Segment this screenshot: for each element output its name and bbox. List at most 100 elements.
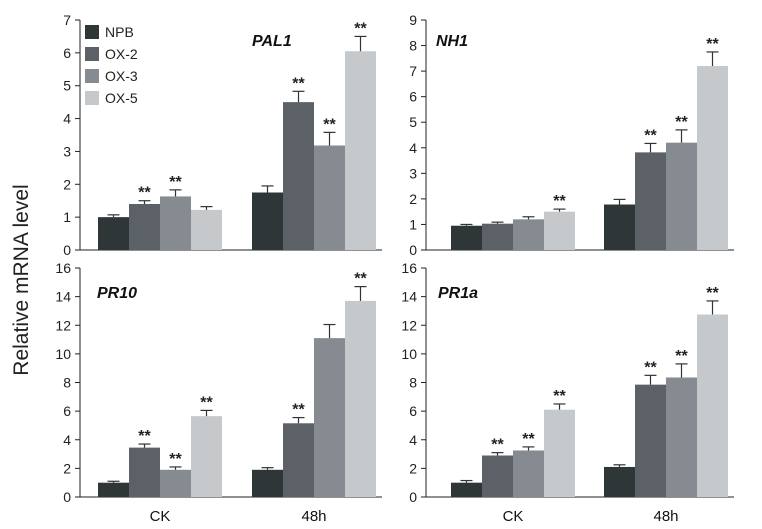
bar-ox-3 — [666, 142, 697, 250]
legend-swatch-ox-2 — [85, 47, 99, 61]
y-tick-label: 16 — [401, 260, 417, 276]
significance-label: ** — [169, 174, 182, 191]
y-tick-label: 3 — [409, 165, 417, 181]
bar-ox-5 — [345, 300, 376, 497]
legend-swatch-npb — [85, 25, 99, 39]
bar-ox-2 — [283, 102, 314, 251]
bar-ox-5 — [345, 51, 376, 250]
bar-ox-5 — [191, 209, 222, 250]
bar-npb — [451, 482, 482, 497]
bar-npb — [98, 482, 129, 497]
significance-label: ** — [292, 75, 305, 92]
bar-ox-2 — [129, 447, 160, 497]
bar-ox-3 — [314, 338, 345, 497]
bar-ox-2 — [129, 204, 160, 250]
y-tick-label: 0 — [409, 242, 417, 258]
significance-label: ** — [292, 402, 305, 419]
y-tick-label: 3 — [63, 143, 71, 159]
y-tick-label: 1 — [63, 209, 71, 225]
y-tick-label: 6 — [409, 403, 417, 419]
legend-swatch-ox-3 — [85, 69, 99, 83]
y-tick-label: 16 — [55, 260, 71, 276]
x-category-label: 48h — [653, 508, 678, 525]
y-tick-label: 14 — [55, 289, 71, 305]
legend-label: OX-3 — [105, 68, 138, 84]
bar-npb — [451, 225, 482, 250]
legend-label: NPB — [105, 24, 134, 40]
y-tick-label: 2 — [63, 460, 71, 476]
y-tick-label: 4 — [63, 111, 71, 127]
significance-label: ** — [553, 193, 566, 210]
y-tick-label: 4 — [409, 140, 417, 156]
y-tick-label: 2 — [409, 460, 417, 476]
bar-npb — [604, 466, 635, 497]
bar-ox-3 — [160, 196, 191, 250]
bar-ox-5 — [544, 211, 575, 250]
significance-label: ** — [354, 20, 367, 37]
significance-label: ** — [706, 36, 719, 53]
y-tick-label: 2 — [409, 191, 417, 207]
y-tick-label: 0 — [409, 489, 417, 505]
significance-label: ** — [644, 127, 657, 144]
x-category-label: CK — [150, 508, 171, 525]
y-tick-label: 5 — [63, 78, 71, 94]
bar-ox-3 — [513, 450, 544, 497]
y-tick-label: 10 — [55, 346, 71, 362]
y-tick-label: 10 — [401, 346, 417, 362]
bar-ox-3 — [666, 377, 697, 497]
y-tick-label: 6 — [409, 89, 417, 105]
bar-ox-5 — [697, 66, 728, 250]
significance-label: ** — [169, 451, 182, 468]
y-tick-label: 7 — [409, 63, 417, 79]
significance-label: ** — [644, 359, 657, 376]
panel-title: PR1a — [438, 285, 478, 302]
significance-label: ** — [323, 116, 336, 133]
significance-label: ** — [675, 114, 688, 131]
bar-npb — [98, 217, 129, 250]
bar-ox-3 — [314, 145, 345, 250]
significance-label: ** — [522, 431, 535, 448]
significance-label: ** — [200, 394, 213, 411]
panel-title: NH1 — [436, 33, 468, 50]
significance-label: ** — [553, 388, 566, 405]
bar-npb — [252, 192, 283, 250]
legend-label: OX-5 — [105, 90, 138, 106]
y-tick-label: 4 — [409, 432, 417, 448]
panel-title: PAL1 — [252, 33, 292, 50]
y-tick-label: 8 — [63, 375, 71, 391]
bar-npb — [252, 469, 283, 497]
bar-ox-2 — [482, 455, 513, 497]
significance-label: ** — [706, 285, 719, 302]
bar-ox-5 — [544, 409, 575, 497]
significance-label: ** — [138, 185, 151, 202]
y-tick-label: 6 — [63, 45, 71, 61]
bar-ox-3 — [513, 219, 544, 250]
y-tick-label: 7 — [63, 12, 71, 28]
y-tick-label: 12 — [401, 317, 417, 333]
y-tick-label: 9 — [409, 12, 417, 28]
y-tick-label: 2 — [63, 176, 71, 192]
y-tick-label: 12 — [55, 317, 71, 333]
bar-ox-5 — [697, 314, 728, 497]
bar-ox-2 — [482, 223, 513, 250]
bar-ox-2 — [635, 152, 666, 250]
bar-ox-3 — [160, 469, 191, 497]
x-category-label: CK — [503, 508, 524, 525]
significance-label: ** — [138, 428, 151, 445]
bar-ox-2 — [283, 423, 314, 497]
y-tick-label: 4 — [63, 432, 71, 448]
significance-label: ** — [354, 271, 367, 288]
y-tick-label: 5 — [409, 114, 417, 130]
significance-label: ** — [491, 437, 504, 454]
legend-swatch-ox-5 — [85, 91, 99, 105]
y-tick-label: 1 — [409, 216, 417, 232]
panel-title: PR10 — [97, 285, 137, 302]
bar-npb — [604, 204, 635, 250]
y-tick-label: 0 — [63, 242, 71, 258]
y-tick-label: 0 — [63, 489, 71, 505]
legend-label: OX-2 — [105, 46, 138, 62]
bar-ox-5 — [191, 416, 222, 497]
y-tick-label: 8 — [409, 38, 417, 54]
